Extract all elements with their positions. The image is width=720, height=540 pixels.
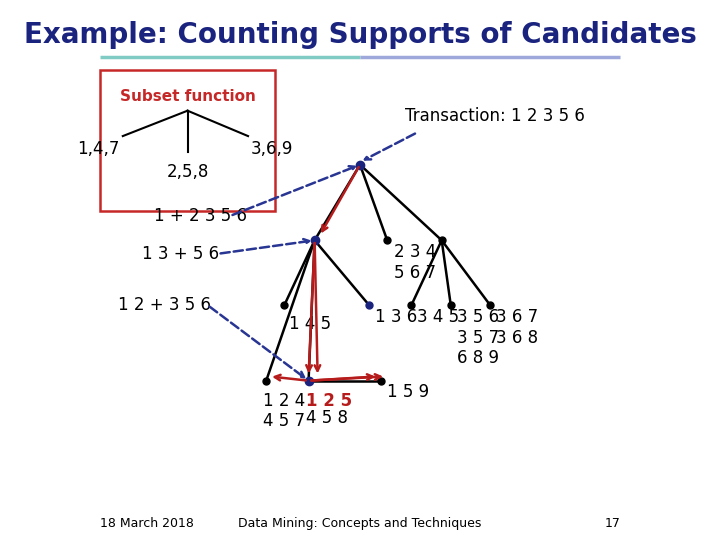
Text: 1 2 + 3 5 6: 1 2 + 3 5 6 xyxy=(118,296,211,314)
Text: 3,6,9: 3,6,9 xyxy=(251,140,294,158)
FancyBboxPatch shape xyxy=(100,70,275,211)
Text: 3 5 6
3 5 7
6 8 9: 3 5 6 3 5 7 6 8 9 xyxy=(456,308,499,367)
Text: Data Mining: Concepts and Techniques: Data Mining: Concepts and Techniques xyxy=(238,517,482,530)
Text: 1 4 5: 1 4 5 xyxy=(289,315,331,333)
Text: 18 March 2018: 18 March 2018 xyxy=(100,517,194,530)
Text: Example: Counting Supports of Candidates: Example: Counting Supports of Candidates xyxy=(24,21,696,49)
Text: 4 5 8: 4 5 8 xyxy=(305,409,348,427)
Text: Transaction: 1 2 3 5 6: Transaction: 1 2 3 5 6 xyxy=(405,107,585,125)
Text: 2 3 4
5 6 7: 2 3 4 5 6 7 xyxy=(395,243,437,282)
Text: 1 3 6: 1 3 6 xyxy=(375,308,418,326)
Text: 1 3 + 5 6: 1 3 + 5 6 xyxy=(142,245,220,263)
Text: 3 4 5: 3 4 5 xyxy=(418,308,459,326)
Text: 2,5,8: 2,5,8 xyxy=(166,163,209,181)
Text: 3 6 7
3 6 8: 3 6 7 3 6 8 xyxy=(496,308,539,347)
Text: 1 2 4
4 5 7: 1 2 4 4 5 7 xyxy=(264,392,305,430)
Text: 1 2 5: 1 2 5 xyxy=(305,392,351,409)
Text: 17: 17 xyxy=(604,517,620,530)
Text: 1,4,7: 1,4,7 xyxy=(77,140,120,158)
Text: 1 + 2 3 5 6: 1 + 2 3 5 6 xyxy=(154,207,247,225)
Text: 1 5 9: 1 5 9 xyxy=(387,383,429,401)
Text: Subset function: Subset function xyxy=(120,89,256,104)
